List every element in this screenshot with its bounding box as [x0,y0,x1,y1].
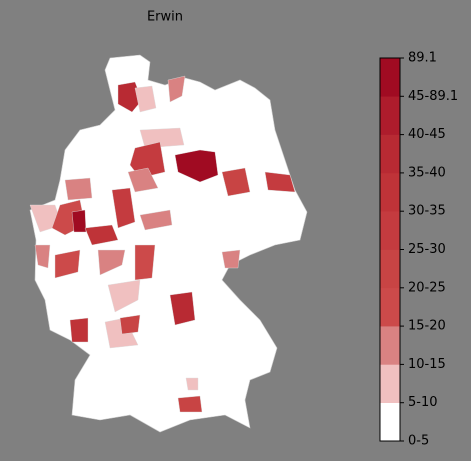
region [127,167,159,193]
region [177,395,203,413]
colorbar-segment [380,326,400,365]
region [134,244,156,281]
colorbar-segment [380,172,400,212]
colorbar-segment [380,364,400,403]
region [64,177,93,201]
colorbar-label: 5-10 [408,395,438,410]
colorbar-label: 0-5 [408,434,429,449]
colorbar-label: 89.1 [408,51,437,66]
colorbar-label: 40-45 [408,127,446,142]
region [129,141,166,179]
colorbar-segment [380,134,400,174]
region [185,377,199,391]
region [221,167,251,197]
region [104,317,139,349]
region [221,249,241,269]
colorbar-segment [380,287,400,327]
region [119,314,141,335]
region [84,224,119,246]
map-title: Erwin [147,10,183,25]
region [54,249,81,279]
colorbar-label: 25-30 [408,242,446,257]
region [264,171,296,193]
colorbar-segment [380,249,400,289]
region [111,187,136,229]
colorbar-label: 30-35 [408,204,446,219]
region [34,244,51,269]
colorbar-segment [380,96,400,135]
colorbar-segment [380,211,400,250]
region [97,249,126,276]
region [107,279,141,313]
region [69,317,89,343]
region [71,209,87,233]
region [139,127,185,149]
region [167,75,186,103]
colorbar: 0-5 5-10 10-15 15-20 20-25 25-30 30-35 35-40 40-… [379,51,458,449]
colorbar-label: 35-40 [408,165,446,180]
colorbar-segment [380,402,400,442]
colorbar-label: 10-15 [408,357,446,372]
germany-map [29,54,308,433]
colorbar-segment [380,58,400,97]
colorbar-label: 45-89.1 [408,89,458,104]
region [139,209,173,231]
colorbar-label: 20-25 [408,280,446,295]
region [174,149,219,183]
region [134,85,157,113]
country-outline [29,54,308,433]
colorbar-label: 15-20 [408,319,446,334]
region [169,291,196,326]
